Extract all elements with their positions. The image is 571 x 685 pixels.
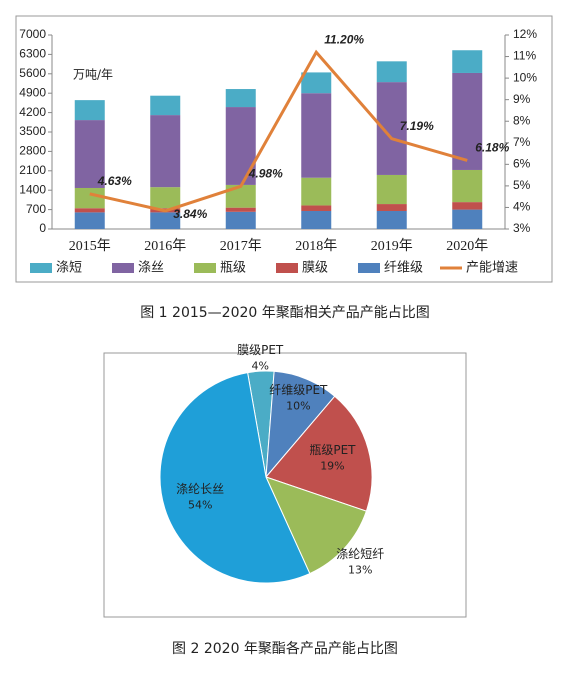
slice-label: 纤维级PET xyxy=(269,383,328,397)
data-label: 7.19% xyxy=(400,119,434,133)
legend-label: 膜级 xyxy=(302,261,328,276)
chart-frame xyxy=(15,15,553,283)
slice-value: 54% xyxy=(188,498,212,511)
y2-tick-label: 11% xyxy=(513,49,536,63)
y2-tick-label: 9% xyxy=(513,92,531,106)
slice-label: 涤纶长丝 xyxy=(176,482,224,496)
pie-slice xyxy=(159,372,311,584)
legend-label: 瓶级 xyxy=(220,261,246,276)
legend-swatch xyxy=(194,263,216,273)
legend-label: 涤短 xyxy=(56,261,82,276)
bar-segment xyxy=(301,72,332,94)
bar-segment xyxy=(452,72,483,170)
x-tick-label: 2019年 xyxy=(371,238,413,254)
bar-segment xyxy=(301,93,332,178)
y-tick-label: 3500 xyxy=(19,124,46,138)
bar-segment xyxy=(225,107,256,185)
unit-label: 万吨/年 xyxy=(73,68,113,82)
y2-tick-label: 7% xyxy=(513,135,531,149)
bar-segment xyxy=(225,211,256,229)
bar-segment xyxy=(376,210,407,229)
y2-tick-label: 8% xyxy=(513,113,531,127)
bar-segment xyxy=(301,205,332,211)
bar-segment xyxy=(376,61,407,83)
slice-value: 4% xyxy=(251,359,268,372)
bar-segment xyxy=(74,100,105,121)
slice-value: 10% xyxy=(286,400,310,413)
chart-frame xyxy=(103,352,467,618)
y-tick-label: 5600 xyxy=(19,66,46,80)
y-tick-label: 2800 xyxy=(19,144,46,158)
pie-slice xyxy=(265,476,367,575)
y2-tick-label: 5% xyxy=(513,178,531,192)
slice-label: 瓶级PET xyxy=(309,443,356,457)
x-tick-label: 2020年 xyxy=(446,238,488,254)
slice-label: 涤纶短纤 xyxy=(336,547,384,561)
bar-segment xyxy=(225,184,256,208)
bar-segment xyxy=(452,169,483,203)
y2-tick-label: 3% xyxy=(513,221,531,235)
y-tick-label: 0 xyxy=(39,221,46,235)
bar-segment xyxy=(301,210,332,229)
x-tick-label: 2017年 xyxy=(220,238,262,254)
bar-segment xyxy=(74,187,105,209)
y-tick-label: 4200 xyxy=(19,105,46,119)
y2-tick-label: 10% xyxy=(513,70,537,84)
bar-segment xyxy=(452,209,483,229)
legend-label: 涤丝 xyxy=(138,261,164,276)
legend-swatch xyxy=(276,263,298,273)
data-label: 4.63% xyxy=(97,174,132,188)
slice-label: 膜级PET xyxy=(237,343,284,357)
y2-tick-label: 6% xyxy=(513,157,531,171)
y-tick-label: 7000 xyxy=(19,27,46,41)
data-label: 11.20% xyxy=(324,32,364,46)
bar-segment xyxy=(376,174,407,205)
y-tick-label: 1400 xyxy=(19,182,46,196)
legend-label: 纤维级 xyxy=(384,261,423,276)
bar-segment xyxy=(452,50,483,73)
x-tick-label: 2015年 xyxy=(69,238,111,254)
bar-segment xyxy=(150,95,181,116)
legend-swatch xyxy=(358,263,380,273)
data-label: 3.84% xyxy=(173,207,207,221)
data-label: 6.18% xyxy=(475,141,509,155)
y-tick-label: 4900 xyxy=(19,85,46,99)
caption: 图 1 2015—2020 年聚酯相关产品产能占比图 xyxy=(140,305,430,321)
bar-segment xyxy=(376,204,407,211)
line xyxy=(89,49,468,213)
y2-tick-label: 4% xyxy=(513,200,531,214)
bar-segment xyxy=(225,89,256,108)
bar-segment xyxy=(150,187,181,209)
bar-segment xyxy=(74,120,105,188)
x-tick-label: 2018年 xyxy=(295,238,337,254)
y2-tick-label: 12% xyxy=(513,27,537,41)
pie-slice xyxy=(265,395,373,512)
bar-segment xyxy=(452,202,483,210)
legend-swatch xyxy=(30,263,52,273)
bar-segment xyxy=(74,208,105,213)
caption: 图 2 2020 年聚酯各产品产能占比图 xyxy=(172,641,398,657)
legend-swatch xyxy=(112,263,134,273)
y-tick-label: 700 xyxy=(26,202,46,216)
bar-segment xyxy=(301,177,332,206)
legend-label: 产能增速 xyxy=(466,261,518,276)
y-tick-label: 2100 xyxy=(19,163,46,177)
x-tick-label: 2016年 xyxy=(144,238,186,254)
bar-segment xyxy=(150,212,181,229)
y-tick-label: 6300 xyxy=(19,47,46,61)
bar-segment xyxy=(150,115,181,188)
data-label: 4.98% xyxy=(248,166,283,180)
slice-value: 19% xyxy=(320,460,344,473)
slice-value: 13% xyxy=(348,563,372,576)
bar-segment xyxy=(225,207,256,212)
bar-segment xyxy=(74,212,105,229)
